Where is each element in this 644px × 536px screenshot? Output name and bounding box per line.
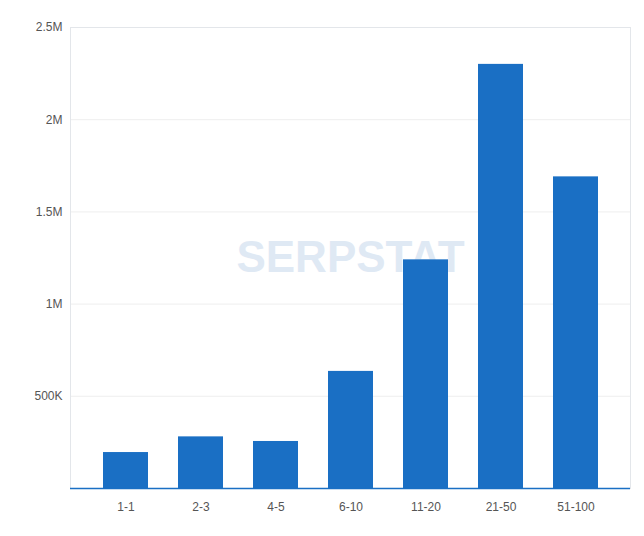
svg-text:6-10: 6-10 [339,500,363,514]
svg-text:1.5M: 1.5M [36,205,63,219]
svg-text:1-1: 1-1 [117,500,135,514]
svg-text:1M: 1M [46,297,63,311]
svg-text:2-3: 2-3 [192,500,210,514]
svg-text:SERPSTAT: SERPSTAT [236,232,465,282]
svg-text:500K: 500K [34,389,62,403]
svg-text:21-50: 21-50 [486,500,517,514]
svg-text:51-100: 51-100 [557,500,595,514]
svg-text:11-20: 11-20 [411,500,441,514]
svg-text:2.5M: 2.5M [36,20,63,34]
svg-text:4-5: 4-5 [267,500,285,514]
svg-text:2M: 2M [46,113,63,127]
